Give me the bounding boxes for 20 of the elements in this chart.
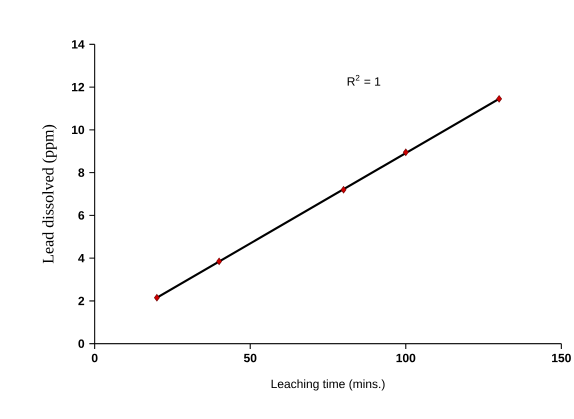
point [496,95,502,103]
y-axis-title: Lead dissolved (ppm) [42,124,57,264]
x-tick-label: 100 [396,354,416,362]
y-tick-label: 14 [72,40,85,48]
x-tick-label: 50 [244,354,256,362]
point [340,186,346,194]
y-tick-label: 10 [72,126,84,134]
y-tick-label: 8 [78,168,84,177]
point [402,148,409,156]
x-axis-title: Leaching time (mins.) [272,379,385,391]
y-tick-label: 12 [72,82,84,92]
point [216,258,222,266]
x-tick-label: 150 [552,354,571,362]
y-tick-label: 4 [78,254,85,262]
y-tick-label: 2 [78,296,84,306]
annotation: R$^{2}$ = 1 [348,74,380,86]
y-tick-label: 0 [78,339,84,348]
point [154,294,160,302]
y-tick-label: 6 [78,211,84,220]
x-tick-label: 0 [92,354,98,362]
